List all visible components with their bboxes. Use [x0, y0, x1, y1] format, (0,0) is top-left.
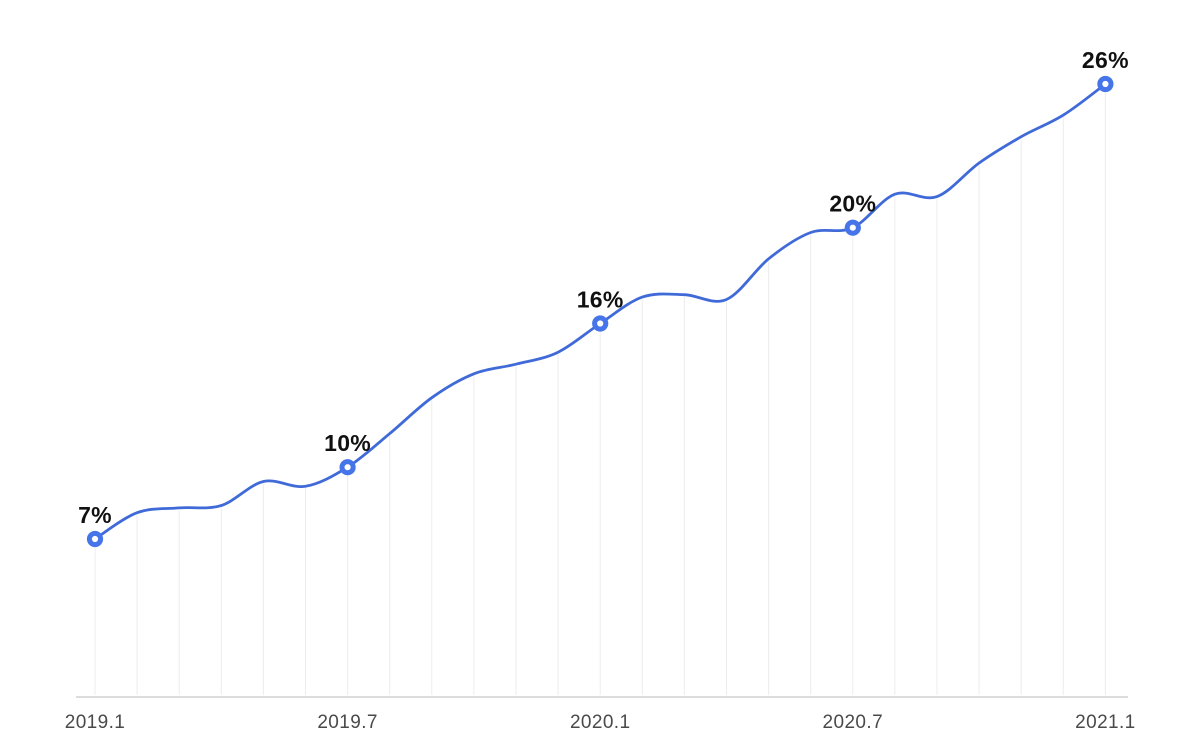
x-tick-label-2021.1: 2021.1 — [1075, 712, 1136, 733]
x-tick-label-2020.1: 2020.1 — [570, 712, 631, 733]
x-tick-label-2019.7: 2019.7 — [317, 712, 378, 733]
data-point-label-2019.7: 10% — [324, 430, 371, 456]
data-point-label-2020.7: 20% — [829, 191, 876, 217]
x-tick-labels-group: 2019.1 2019.7 2020.1 2020.7 2021.1 — [65, 712, 1136, 733]
data-point-label-2019.1: 7% — [78, 502, 112, 528]
data-point-label-2020.1: 16% — [577, 287, 624, 313]
x-tick-label-2019.1: 2019.1 — [65, 712, 126, 733]
markers-group — [86, 75, 1114, 548]
gridlines-group — [94, 86, 1106, 695]
data-point-marker-2021.1[interactable] — [1097, 75, 1114, 93]
data-point-label-2021.1: 26% — [1082, 47, 1129, 73]
data-point-marker-2019.7[interactable] — [339, 459, 356, 476]
data-point-marker-2019.1[interactable] — [86, 530, 104, 548]
data-point-marker-2020.1[interactable] — [592, 315, 609, 332]
data-point-marker-2020.7[interactable] — [844, 219, 861, 236]
point-labels-group: 7% 10% 16% 20% 26% — [78, 47, 1129, 528]
x-tick-label-2020.7: 2020.7 — [823, 712, 884, 733]
